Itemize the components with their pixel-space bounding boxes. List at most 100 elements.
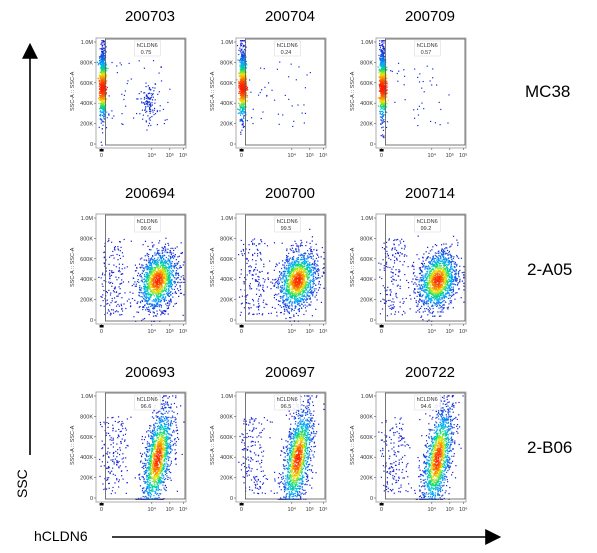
event-dot bbox=[382, 56, 384, 58]
gate-label-box bbox=[274, 40, 301, 57]
event-dot bbox=[121, 273, 123, 275]
event-dot bbox=[381, 40, 383, 42]
event-dot bbox=[168, 264, 170, 266]
event-dot bbox=[101, 114, 103, 116]
event-dot bbox=[164, 313, 166, 315]
event-dot bbox=[316, 254, 319, 256]
event-dot bbox=[149, 311, 151, 313]
event-dot bbox=[152, 87, 154, 89]
event-dot bbox=[169, 294, 172, 296]
event-dot bbox=[386, 121, 389, 123]
event-dot bbox=[170, 279, 172, 282]
event-dot bbox=[156, 291, 158, 293]
event-dot bbox=[146, 129, 148, 131]
event-dot bbox=[176, 277, 178, 279]
event-dot bbox=[167, 293, 169, 295]
event-dot bbox=[244, 66, 246, 68]
event-dot bbox=[171, 274, 173, 276]
event-dot bbox=[276, 311, 278, 313]
event-dot bbox=[238, 49, 240, 51]
event-dot bbox=[151, 289, 154, 291]
event-dot bbox=[255, 260, 257, 262]
event-dot bbox=[258, 271, 260, 273]
event-dot bbox=[168, 271, 170, 273]
event-dot bbox=[105, 91, 107, 94]
event-dot bbox=[147, 291, 149, 293]
event-dot bbox=[135, 283, 137, 285]
event-dot bbox=[291, 105, 293, 107]
event-dot bbox=[179, 286, 181, 288]
event-dot bbox=[153, 271, 156, 273]
event-dot bbox=[273, 297, 275, 299]
event-dot bbox=[145, 276, 147, 278]
event-dot bbox=[101, 73, 103, 76]
event-dot bbox=[168, 300, 170, 302]
event-dot bbox=[243, 243, 245, 246]
event-dot bbox=[283, 308, 286, 310]
event-dot bbox=[149, 303, 151, 305]
event-dot bbox=[167, 258, 169, 260]
event-dot bbox=[178, 255, 180, 257]
sample-title-200693: 200693 bbox=[124, 364, 176, 381]
event-dot bbox=[432, 77, 434, 79]
event-dot bbox=[153, 295, 155, 297]
event-dot bbox=[103, 106, 105, 109]
event-dot bbox=[145, 290, 147, 292]
event-dot bbox=[181, 252, 183, 255]
event-dot bbox=[121, 113, 123, 115]
event-dot bbox=[155, 259, 157, 262]
x-tick-label: 10⁵ bbox=[446, 152, 454, 159]
event-dot bbox=[164, 279, 167, 281]
event-dot bbox=[381, 104, 383, 106]
event-dot bbox=[177, 268, 179, 270]
event-dot bbox=[149, 269, 151, 271]
event-dot bbox=[152, 279, 154, 281]
event-dot bbox=[239, 83, 241, 85]
event-dot bbox=[149, 285, 151, 287]
event-dot bbox=[383, 58, 385, 61]
event-dot bbox=[299, 245, 301, 247]
event-dot bbox=[166, 273, 168, 275]
event-dot bbox=[277, 303, 280, 306]
event-dot bbox=[113, 248, 116, 250]
event-dot bbox=[155, 298, 157, 301]
event-dot bbox=[244, 63, 246, 65]
event-dot bbox=[141, 300, 144, 302]
event-dot bbox=[241, 40, 243, 42]
event-dot bbox=[156, 304, 158, 306]
event-dot bbox=[380, 60, 382, 62]
event-dot bbox=[161, 256, 164, 258]
event-dot bbox=[174, 247, 176, 249]
event-dot bbox=[103, 50, 105, 52]
event-dot bbox=[159, 266, 161, 268]
x-tick-label: 10⁴ bbox=[148, 152, 157, 159]
event-dot bbox=[242, 44, 245, 46]
event-dot bbox=[289, 317, 291, 319]
event-dot bbox=[145, 120, 147, 122]
event-dot bbox=[167, 273, 169, 275]
event-dot bbox=[243, 52, 245, 54]
event-dot bbox=[109, 277, 111, 280]
event-dot bbox=[172, 274, 175, 276]
event-dot bbox=[157, 265, 160, 267]
event-dot bbox=[174, 264, 176, 267]
event-dot bbox=[111, 272, 114, 274]
event-dot bbox=[99, 59, 101, 62]
event-dot bbox=[309, 228, 311, 230]
event-dot bbox=[116, 72, 118, 74]
event-dot bbox=[113, 264, 115, 266]
event-dot bbox=[148, 288, 150, 290]
event-dot bbox=[383, 52, 385, 55]
event-dot bbox=[267, 278, 269, 281]
event-dot bbox=[243, 98, 245, 100]
event-dot bbox=[157, 303, 159, 305]
event-dot bbox=[101, 103, 104, 105]
event-dot bbox=[100, 122, 102, 124]
event-dot bbox=[180, 252, 182, 254]
event-dot bbox=[403, 84, 405, 86]
event-dot bbox=[173, 257, 175, 259]
event-dot bbox=[245, 81, 247, 83]
event-dot bbox=[259, 91, 261, 94]
gate-label-box bbox=[414, 40, 441, 57]
event-dot bbox=[152, 271, 155, 273]
